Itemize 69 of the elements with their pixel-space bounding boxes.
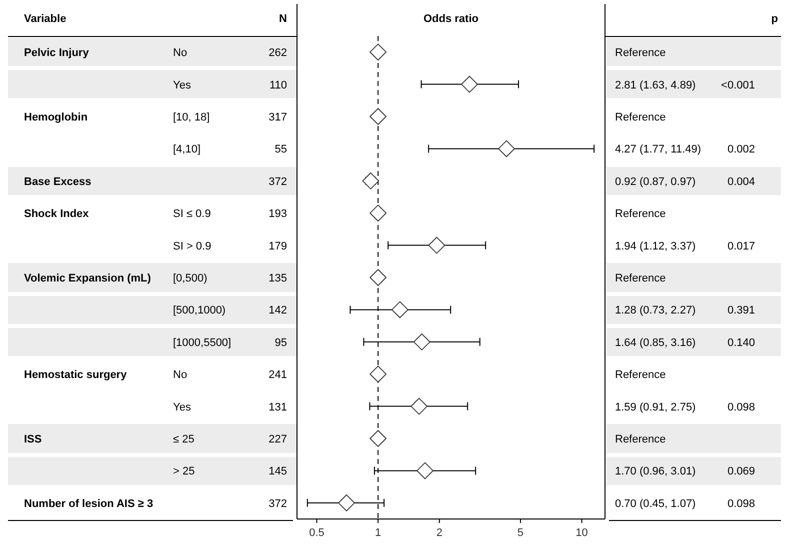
text: Number of lesion AIS ≥ 3: [24, 498, 154, 510]
y-tick-label: Yes: [173, 79, 192, 92]
text: p: [771, 13, 778, 25]
text: Shock Index: [24, 208, 90, 220]
text: 2.81 (1.63, 4.89): [615, 79, 696, 92]
y-tick-label: [500,1000): [173, 304, 226, 317]
text: Reference: [615, 272, 666, 284]
text: Base Excess: [24, 176, 92, 188]
y-tick-label: [1000,5500]: [173, 336, 232, 349]
text: 0.70 (0.45, 1.07): [615, 498, 696, 510]
text: 372: [268, 498, 287, 510]
x-tick-label: 2: [436, 527, 442, 539]
text: 1.28 (0.73, 2.27): [615, 304, 696, 317]
text: 142: [268, 304, 287, 317]
text: Reference: [615, 47, 666, 60]
annotation: Odds ratio: [423, 13, 479, 25]
text: Reference: [615, 208, 666, 220]
text: 0.140: [727, 336, 755, 349]
y-tick-label: No: [173, 369, 188, 382]
text: <0.001: [721, 79, 755, 92]
text: ISS: [24, 434, 42, 446]
y-tick-label: SI ≤ 0.9: [173, 208, 211, 220]
text: Pelvic Injury: [24, 47, 90, 60]
x-tick-label: 10: [576, 527, 588, 539]
text: Hemoglobin: [24, 112, 88, 124]
text: 131: [268, 401, 287, 414]
text: 0.017: [727, 240, 755, 252]
text: 0.391: [727, 304, 755, 317]
text: 55: [274, 144, 287, 156]
text: 0.002: [727, 144, 755, 156]
y-tick-label: No: [173, 47, 188, 60]
text: 0.098: [727, 498, 755, 510]
text: 241: [268, 369, 287, 382]
text: 193: [268, 208, 287, 220]
text: 0.004: [727, 176, 755, 188]
text: 317: [268, 112, 287, 124]
text: Reference: [615, 112, 666, 124]
text: 372: [268, 176, 287, 188]
text: 0.098: [727, 401, 755, 414]
text: Hemostatic surgery: [24, 369, 128, 382]
text: 179: [268, 240, 287, 252]
text: Reference: [615, 434, 666, 446]
text: Volemic Expansion (mL): [24, 272, 152, 284]
text: 95: [274, 336, 287, 349]
text: 262: [268, 47, 287, 60]
text: 0.069: [727, 466, 755, 478]
y-tick-label: [4,10]: [173, 144, 201, 156]
y-tick-label: [10, 18]: [173, 112, 210, 124]
x-tick-label: 1: [375, 527, 382, 539]
text: 1.64 (0.85, 3.16): [615, 336, 696, 349]
y-tick-label: [0,500): [173, 272, 208, 284]
x-tick-label: 0.5: [309, 527, 324, 539]
text: 1.94 (1.12, 3.37): [615, 240, 696, 252]
text: 0.92 (0.87, 0.97): [615, 176, 696, 188]
text: 1.70 (0.96, 3.01): [615, 466, 696, 478]
y-tick-label: SI > 0.9: [173, 240, 212, 252]
text: 145: [268, 466, 287, 478]
y-tick-label: Yes: [173, 401, 192, 414]
y-tick-label: > 25: [173, 466, 195, 478]
text: 227: [268, 434, 287, 446]
x-tick-label: 5: [517, 527, 524, 539]
text: 135: [268, 272, 287, 284]
text: N: [279, 13, 288, 25]
text: 110: [269, 79, 287, 92]
text: Reference: [615, 369, 666, 382]
y-tick-label: ≤ 25: [173, 434, 194, 446]
text: 1.59 (0.91, 2.75): [615, 401, 696, 414]
text: Variable: [24, 13, 66, 25]
text: 4.27 (1.77, 11.49): [615, 144, 702, 156]
